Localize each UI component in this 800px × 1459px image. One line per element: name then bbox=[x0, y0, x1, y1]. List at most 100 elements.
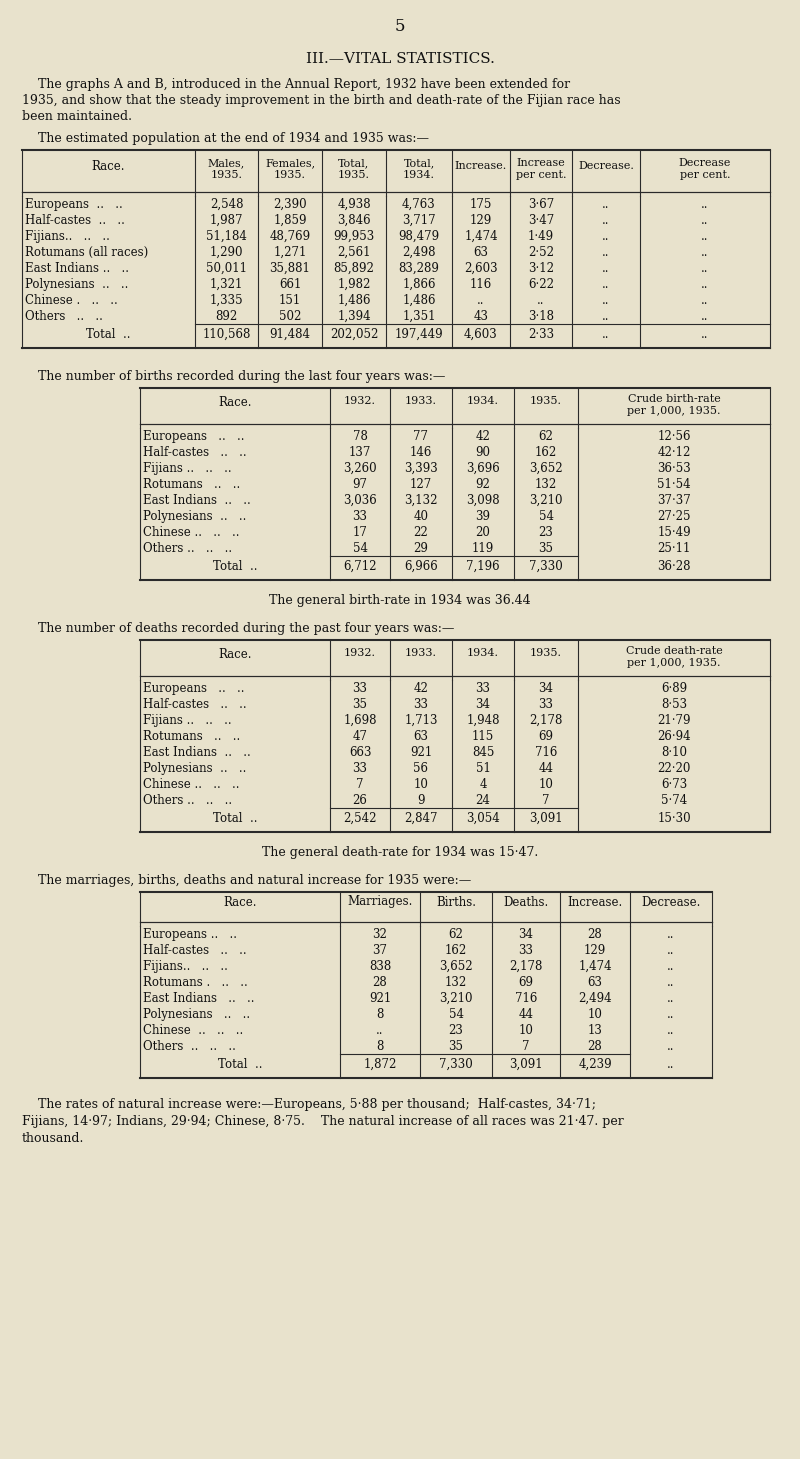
Text: 63: 63 bbox=[414, 730, 429, 743]
Text: Decrease: Decrease bbox=[679, 158, 731, 168]
Text: 27·25: 27·25 bbox=[658, 511, 690, 522]
Text: 26·94: 26·94 bbox=[657, 730, 691, 743]
Text: thousand.: thousand. bbox=[22, 1132, 84, 1145]
Text: 3,036: 3,036 bbox=[343, 495, 377, 506]
Text: 83,289: 83,289 bbox=[398, 263, 439, 274]
Text: ..: .. bbox=[702, 198, 709, 212]
Text: 892: 892 bbox=[215, 309, 238, 322]
Text: 129: 129 bbox=[470, 214, 492, 228]
Text: Decrease.: Decrease. bbox=[578, 160, 634, 171]
Text: Europeans   ..   ..: Europeans .. .. bbox=[143, 681, 245, 694]
Text: 3·47: 3·47 bbox=[528, 214, 554, 228]
Text: 10: 10 bbox=[587, 1008, 602, 1021]
Text: Half-castes   ..   ..: Half-castes .. .. bbox=[143, 697, 246, 711]
Text: 40: 40 bbox=[414, 511, 429, 522]
Text: 3,091: 3,091 bbox=[529, 813, 563, 824]
Text: 42: 42 bbox=[414, 681, 429, 694]
Text: Crude death-rate: Crude death-rate bbox=[626, 646, 722, 657]
Text: 69: 69 bbox=[518, 976, 534, 989]
Text: ..: .. bbox=[702, 328, 709, 341]
Text: Polynesians   ..   ..: Polynesians .. .. bbox=[143, 1008, 250, 1021]
Text: 1935.: 1935. bbox=[274, 171, 306, 179]
Text: 1935.: 1935. bbox=[338, 171, 370, 179]
Text: 1934.: 1934. bbox=[467, 648, 499, 658]
Text: 116: 116 bbox=[470, 279, 492, 290]
Text: 26: 26 bbox=[353, 794, 367, 807]
Text: Others   ..   ..: Others .. .. bbox=[25, 309, 103, 322]
Text: ..: .. bbox=[702, 279, 709, 290]
Text: 1934.: 1934. bbox=[403, 171, 435, 179]
Text: 23: 23 bbox=[538, 527, 554, 538]
Text: per cent.: per cent. bbox=[680, 171, 730, 179]
Text: 63: 63 bbox=[587, 976, 602, 989]
Text: 37: 37 bbox=[373, 944, 387, 957]
Text: ..: .. bbox=[538, 295, 545, 306]
Text: Race.: Race. bbox=[92, 160, 126, 174]
Text: 23: 23 bbox=[449, 1024, 463, 1037]
Text: ..: .. bbox=[667, 1024, 674, 1037]
Text: 1932.: 1932. bbox=[344, 395, 376, 406]
Text: 90: 90 bbox=[475, 446, 490, 460]
Text: 33: 33 bbox=[538, 697, 554, 711]
Text: 3·12: 3·12 bbox=[528, 263, 554, 274]
Text: 15·30: 15·30 bbox=[657, 813, 691, 824]
Text: Total  ..: Total .. bbox=[213, 813, 258, 824]
Text: 110,568: 110,568 bbox=[202, 328, 250, 341]
Text: 129: 129 bbox=[584, 944, 606, 957]
Text: 2,548: 2,548 bbox=[210, 198, 243, 212]
Text: been maintained.: been maintained. bbox=[22, 109, 132, 123]
Text: 1934.: 1934. bbox=[467, 395, 499, 406]
Text: 17: 17 bbox=[353, 527, 367, 538]
Text: The general birth-rate in 1934 was 36.44: The general birth-rate in 1934 was 36.44 bbox=[269, 594, 531, 607]
Text: ..: .. bbox=[602, 263, 610, 274]
Text: ..: .. bbox=[602, 247, 610, 260]
Text: 42·12: 42·12 bbox=[658, 446, 690, 460]
Text: Race.: Race. bbox=[218, 648, 252, 661]
Text: The rates of natural increase were:—Europeans, 5·88 per thousand;  Half-castes, : The rates of natural increase were:—Euro… bbox=[22, 1099, 596, 1110]
Text: 1935.: 1935. bbox=[210, 171, 242, 179]
Text: ..: .. bbox=[602, 214, 610, 228]
Text: ..: .. bbox=[702, 309, 709, 322]
Text: 1,713: 1,713 bbox=[404, 713, 438, 727]
Text: Increase: Increase bbox=[517, 158, 566, 168]
Text: 2·52: 2·52 bbox=[528, 247, 554, 260]
Text: Chinese ..   ..   ..: Chinese .. .. .. bbox=[143, 527, 239, 538]
Text: Total,: Total, bbox=[338, 158, 370, 168]
Text: 7: 7 bbox=[356, 778, 364, 791]
Text: Rotumans   ..   ..: Rotumans .. .. bbox=[143, 479, 240, 492]
Text: ..: .. bbox=[376, 1024, 384, 1037]
Text: 1,872: 1,872 bbox=[363, 1058, 397, 1071]
Text: 97: 97 bbox=[353, 479, 367, 492]
Text: ..: .. bbox=[667, 1008, 674, 1021]
Text: 3,652: 3,652 bbox=[529, 463, 563, 476]
Text: Chinese  ..   ..   ..: Chinese .. .. .. bbox=[143, 1024, 243, 1037]
Text: 3,846: 3,846 bbox=[337, 214, 371, 228]
Text: ..: .. bbox=[602, 295, 610, 306]
Text: 6,712: 6,712 bbox=[343, 560, 377, 573]
Text: 3,696: 3,696 bbox=[466, 463, 500, 476]
Text: East Indians  ..   ..: East Indians .. .. bbox=[143, 495, 250, 506]
Text: Fijians..   ..   ..: Fijians.. .. .. bbox=[143, 960, 228, 973]
Text: Others  ..   ..   ..: Others .. .. .. bbox=[143, 1040, 236, 1053]
Text: ..: .. bbox=[702, 263, 709, 274]
Text: ..: .. bbox=[702, 214, 709, 228]
Text: 24: 24 bbox=[475, 794, 490, 807]
Text: ..: .. bbox=[702, 247, 709, 260]
Text: 127: 127 bbox=[410, 479, 432, 492]
Text: 54: 54 bbox=[353, 541, 367, 554]
Text: 4,763: 4,763 bbox=[402, 198, 436, 212]
Text: 35,881: 35,881 bbox=[270, 263, 310, 274]
Text: 33: 33 bbox=[353, 511, 367, 522]
Text: 8: 8 bbox=[376, 1008, 384, 1021]
Text: 3,260: 3,260 bbox=[343, 463, 377, 476]
Text: 5·74: 5·74 bbox=[661, 794, 687, 807]
Text: 35: 35 bbox=[449, 1040, 463, 1053]
Text: 3·67: 3·67 bbox=[528, 198, 554, 212]
Text: 132: 132 bbox=[445, 976, 467, 989]
Text: 2,561: 2,561 bbox=[338, 247, 370, 260]
Text: 99,953: 99,953 bbox=[334, 231, 374, 244]
Text: 33: 33 bbox=[414, 697, 429, 711]
Text: 34: 34 bbox=[518, 928, 534, 941]
Text: The number of deaths recorded during the past four years was:—: The number of deaths recorded during the… bbox=[22, 622, 454, 635]
Text: 6·22: 6·22 bbox=[528, 279, 554, 290]
